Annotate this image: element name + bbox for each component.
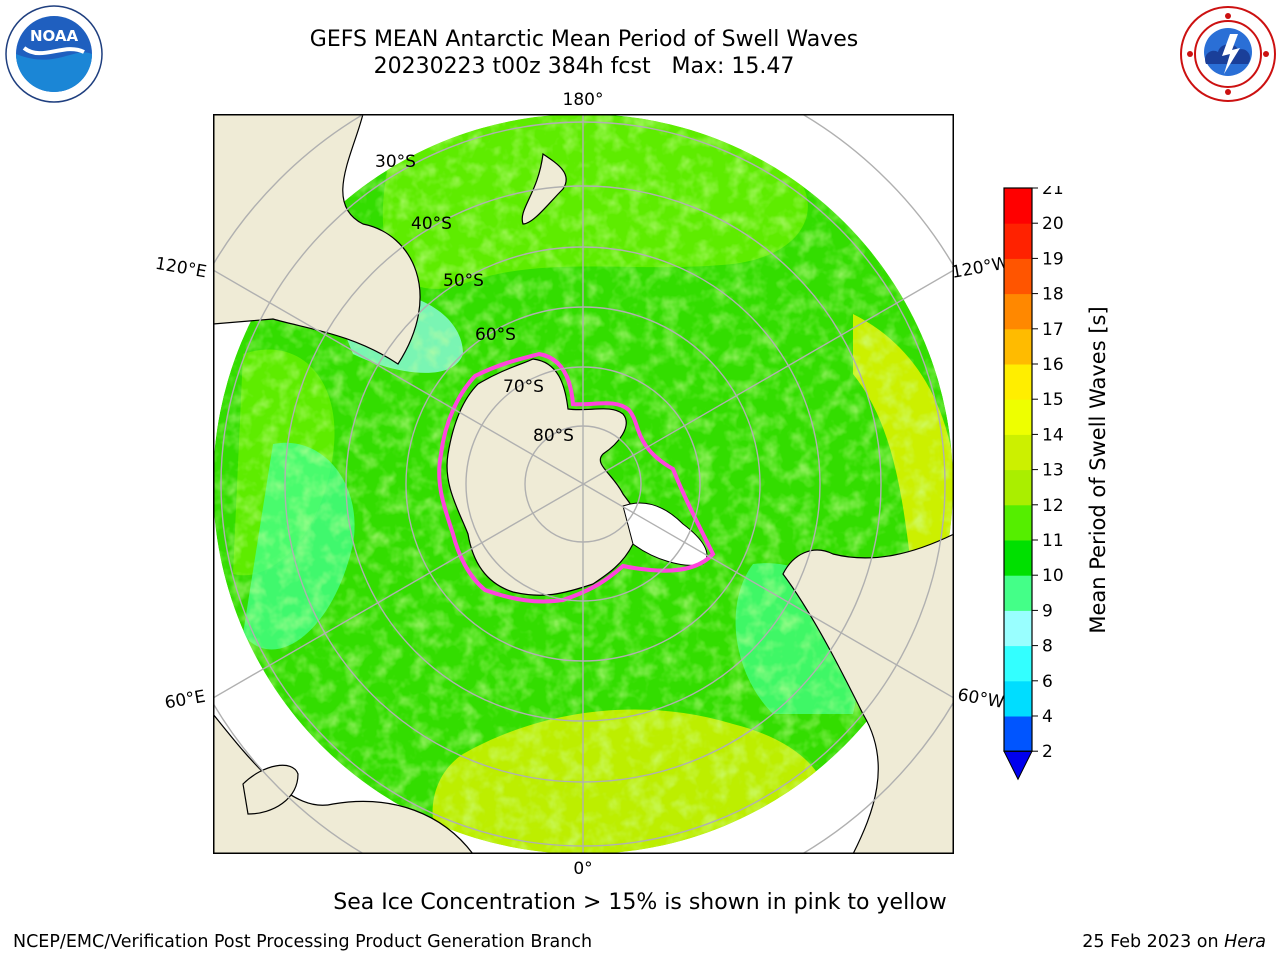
antarctic-swell-period-map: 30°S 40°S 50°S 60°S 70°S 80°S [213, 114, 954, 854]
colorbar-tick-label: 13 [1042, 461, 1064, 481]
colorbar-tick-label: 18 [1042, 285, 1064, 305]
colorbar-tick-label: 19 [1042, 249, 1064, 269]
lat-label-60: 60°S [475, 325, 516, 345]
colorbar-extend-arrow [1003, 750, 1033, 781]
colorbar-segment [1004, 434, 1032, 471]
chart-subtitle: 20230223 t00z 384h fcst Max: 15.47 [373, 54, 795, 79]
colorbar-segment [1004, 328, 1032, 365]
chart-title: GEFS MEAN Antarctic Mean Period of Swell… [309, 27, 859, 52]
footer-host: Hera [1224, 932, 1266, 952]
colorbar-segment [1004, 188, 1032, 224]
noaa-logo-icon: NOAA [5, 5, 103, 103]
colorbar-segment [1004, 258, 1032, 295]
lon-label-0: 0° [573, 859, 592, 879]
lon-label-60e: 60°E [163, 687, 207, 714]
colorbar-tick-label: 12 [1042, 496, 1064, 516]
lat-label-40: 40°S [411, 214, 452, 234]
map-frame-border [213, 114, 954, 854]
colorbar-tick-label: 10 [1042, 566, 1064, 586]
footer-date-text: 25 Feb 2023 on [1082, 932, 1225, 952]
lon-label-120e: 120°E [154, 254, 208, 283]
colorbar-segment [1004, 469, 1032, 506]
colorbar-segment [1004, 645, 1032, 682]
colorbar-tick-label: 4 [1042, 707, 1053, 727]
footer-date: 25 Feb 2023 on Hera [1082, 932, 1266, 952]
colorbar-tick-label: 20 [1042, 214, 1064, 234]
colorbar-segment [1004, 575, 1032, 611]
lat-label-30: 30°S [375, 152, 416, 172]
colorbar-tick-label: 21 [1042, 186, 1064, 199]
lon-label-60w: 60°W [956, 685, 1006, 713]
colorbar-ticks: 2 4 6 8 9 10 11 12 13 14 15 16 17 18 19 20 21 [1032, 186, 1064, 762]
colorbar-tick-label: 14 [1042, 425, 1064, 445]
noaa-logo-text: NOAA [30, 27, 79, 45]
colorbar-tick-label: 2 [1042, 742, 1053, 762]
colorbar-segment [1004, 293, 1032, 330]
lat-label-70: 70°S [503, 377, 544, 397]
colorbar-label: Mean Period of Swell Waves [s] [1086, 306, 1110, 634]
meridian-60e-120w [213, 269, 954, 699]
colorbar: 2 4 6 8 9 10 11 12 13 14 15 16 17 18 19 20 21 [1003, 186, 1064, 781]
colorbar-segment [1004, 610, 1032, 647]
colorbar-tick-label: 15 [1042, 390, 1064, 410]
lat-label-80: 80°S [533, 426, 574, 446]
sea-ice-edge [437, 351, 716, 604]
colorbar-tick-label: 8 [1042, 637, 1053, 657]
colorbar-tick-label: 6 [1042, 672, 1053, 692]
colorbar-tick-label: 9 [1042, 601, 1053, 621]
nws-logo-icon [1180, 6, 1276, 102]
footer-credit: NCEP/EMC/Verification Post Processing Pr… [13, 932, 593, 952]
lat-label-50: 50°S [443, 271, 484, 291]
colorbar-segment [1004, 223, 1032, 259]
colorbar-segment [1004, 540, 1032, 576]
sea-ice-note: Sea Ice Concentration > 15% is shown in … [333, 890, 947, 915]
lon-label-180: 180° [563, 90, 604, 110]
africa-land [213, 713, 474, 854]
colorbar-segment [1004, 364, 1032, 400]
colorbar-segments [1003, 187, 1033, 781]
colorbar-segment [1004, 716, 1032, 752]
colorbar-tick-label: 17 [1042, 320, 1064, 340]
south-america-land [782, 533, 954, 854]
graticule [213, 114, 954, 854]
madagascar-land [242, 764, 299, 815]
colorbar-tick-label: 11 [1042, 531, 1064, 551]
colorbar-segment [1004, 399, 1032, 435]
colorbar-tick-label: 16 [1042, 355, 1064, 375]
colorbar-segment [1004, 680, 1032, 717]
colorbar-segment [1004, 504, 1032, 541]
